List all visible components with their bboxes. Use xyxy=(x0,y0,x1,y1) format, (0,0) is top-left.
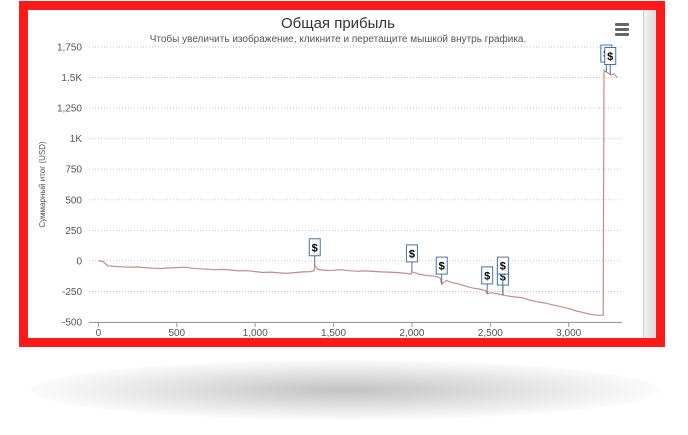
series-line xyxy=(98,68,618,316)
flag-marker xyxy=(405,244,418,263)
y-tick-label: 0 xyxy=(76,256,82,267)
side-scroll-strip xyxy=(643,10,656,338)
x-tick-label: 500 xyxy=(168,328,185,338)
flag-label: $ xyxy=(500,261,506,273)
y-tick-label: 1,250 xyxy=(57,104,82,115)
x-tick-label: 2,000 xyxy=(399,328,424,338)
chart-menu-icon[interactable] xyxy=(615,23,629,37)
flag-marker xyxy=(496,256,509,275)
y-tick-label: 1.5K xyxy=(61,73,82,84)
y-tick-label: 500 xyxy=(65,195,82,206)
flag-label: $ xyxy=(484,270,490,282)
y-tick-label: 250 xyxy=(65,226,82,237)
chart-subtitle: Чтобы увеличить изображение, кликните и … xyxy=(149,34,527,45)
flag-label: $ xyxy=(409,248,415,260)
x-tick-label: 0 xyxy=(96,328,102,338)
flag-marker xyxy=(435,256,448,275)
y-tick-label: 750 xyxy=(65,165,82,176)
flag-marker xyxy=(604,47,617,65)
flag-label: $ xyxy=(439,261,445,273)
x-tick-label: 3,000 xyxy=(556,328,581,338)
flag-marker xyxy=(308,238,321,257)
y-tick-label: -250 xyxy=(62,287,82,298)
flag-label: $ xyxy=(607,51,613,63)
y-axis-title: Суммарный итог (USD) xyxy=(38,141,47,228)
y-tick-label: -500 xyxy=(62,318,82,329)
flag-label: $ xyxy=(312,242,318,254)
x-tick-label: 1,000 xyxy=(243,328,268,338)
chart-svg[interactable]: -500 -250 0 250 500 750 1K 1,250 1.5K 1,750 0 500 1,… xyxy=(28,10,656,338)
chart-title: Общая прибыль xyxy=(280,15,396,32)
x-tick-label: 1,500 xyxy=(321,328,346,338)
y-tick-label: 1,750 xyxy=(57,43,82,54)
flag-marker xyxy=(481,266,494,285)
x-tick-label: 2,500 xyxy=(478,328,503,338)
screenshot-frame: -500 -250 0 250 500 750 1K 1,250 1.5K 1,750 0 500 1,… xyxy=(19,1,665,347)
page-shadow xyxy=(30,360,660,420)
y-tick-label: 1K xyxy=(70,134,83,145)
